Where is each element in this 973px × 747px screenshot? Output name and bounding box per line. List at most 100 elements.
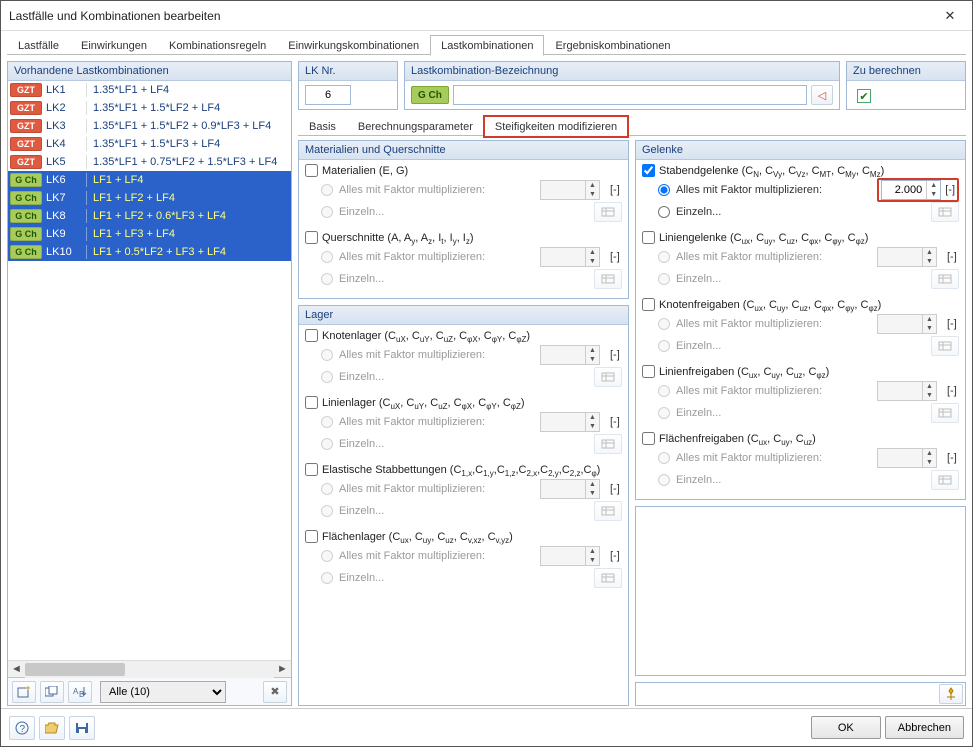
factor-label: Alles mit Faktor multiplizieren: (339, 184, 485, 196)
group-checkbox-row[interactable]: Materialien (E, G) (305, 164, 622, 177)
lk-name: LK10 (42, 246, 86, 258)
lk-name: LK6 (42, 174, 86, 186)
factor-radio[interactable] (658, 184, 670, 196)
factor-label: Alles mit Faktor multiplizieren: (339, 550, 485, 562)
einzeln-radio[interactable] (658, 206, 670, 218)
scroll-right-button[interactable]: ► (274, 661, 291, 678)
group-checkbox-row[interactable]: Liniengelenke (Cux, Cuy, Cuz, Cφx, Cφy, … (642, 231, 959, 244)
lk-row[interactable]: G ChLK8LF1 + LF2 + 0.6*LF3 + LF4 (8, 207, 291, 225)
cancel-button[interactable]: Abbrechen (885, 716, 964, 739)
lk-horizontal-scrollbar[interactable]: ◄ ► (8, 660, 291, 677)
main-tab[interactable]: Ergebniskombinationen (544, 35, 681, 55)
main-tab[interactable]: Einwirkungen (70, 35, 158, 55)
group-checkbox[interactable] (305, 396, 318, 409)
bezeichnung-dropdown-button[interactable]: ◁ (811, 85, 833, 105)
unit-label: [-] (947, 318, 959, 330)
scroll-thumb[interactable] (25, 663, 125, 676)
group-checkbox-row[interactable]: Knotenlager (CuX, CuY, CuZ, CφX, CφY, Cφ… (305, 329, 622, 342)
open-button[interactable] (39, 716, 65, 740)
group-checkbox[interactable] (642, 432, 655, 445)
einzeln-edit-button (931, 336, 959, 356)
sub-tab[interactable]: Steifigkeiten modifizieren (484, 116, 628, 137)
group-checkbox[interactable] (305, 463, 318, 476)
einzeln-row: Einzeln... (658, 201, 959, 223)
lk-row[interactable]: G ChLK7LF1 + LF2 + LF4 (8, 189, 291, 207)
group-check-label: Stabendgelenke (CN, CVy, CVz, CMT, CMy, … (659, 165, 884, 177)
einzeln-radio (321, 572, 333, 584)
group-checkbox[interactable] (305, 164, 318, 177)
right-column: LK Nr. Lastkombination-Bezeichnung G Ch … (298, 61, 966, 706)
group-checkbox-row[interactable]: Querschnitte (A, Ay, Az, It, Iy, Iz) (305, 231, 622, 244)
new-lk-button[interactable] (12, 681, 36, 703)
lk-row[interactable]: GZTLK31.35*LF1 + 1.5*LF2 + 0.9*LF3 + LF4 (8, 117, 291, 135)
factor-row: Alles mit Faktor multiplizieren:▲▼[-] (321, 411, 622, 433)
group-checkbox[interactable] (642, 298, 655, 311)
group-checkbox-row[interactable]: Stabendgelenke (CN, CVy, CVz, CMT, CMy, … (642, 164, 959, 177)
lk-row[interactable]: GZTLK51.35*LF1 + 0.75*LF2 + 1.5*LF3 + LF… (8, 153, 291, 171)
group-checkbox-row[interactable]: Elastische Stabbettungen (C1,x,C1,y,C1,z… (305, 463, 622, 476)
filter-combo[interactable]: Alle (10) (100, 681, 226, 703)
main-tab[interactable]: Kombinationsregeln (158, 35, 277, 55)
main-tab[interactable]: Lastfälle (7, 35, 70, 55)
group-checkbox[interactable] (305, 329, 318, 342)
spin-up: ▲ (923, 382, 936, 391)
lk-row[interactable]: G ChLK6LF1 + LF4 (8, 171, 291, 189)
lk-name: LK7 (42, 192, 86, 204)
group-checkbox-row[interactable]: Flächenfreigaben (Cux, Cuy, Cuz) (642, 432, 959, 445)
lk-row[interactable]: G ChLK10LF1 + 0.5*LF2 + LF3 + LF4 (8, 243, 291, 261)
spin-up[interactable]: ▲ (927, 181, 940, 190)
spin-down[interactable]: ▼ (927, 190, 940, 199)
einzeln-edit-button (931, 403, 959, 423)
factor-row: Alles mit Faktor multiplizieren:▲▼[-] (321, 545, 622, 567)
group-checkbox-row[interactable]: Linienlager (CuX, CuY, CuZ, CφX, CφY, Cφ… (305, 396, 622, 409)
factor-label: Alles mit Faktor multiplizieren: (676, 452, 822, 464)
factor-input[interactable] (882, 181, 926, 199)
einzeln-radio (658, 407, 670, 419)
unit-label: [-] (610, 483, 622, 495)
sub-tab[interactable]: Basis (298, 116, 347, 136)
factor-row: Alles mit Faktor multiplizieren:▲▼[-] (658, 447, 959, 469)
ok-button[interactable]: OK (811, 716, 881, 739)
lk-nr-input[interactable] (305, 85, 351, 105)
unit-label: [-] (610, 184, 622, 196)
group-checkbox[interactable] (642, 164, 655, 177)
sub-tab[interactable]: Berechnungsparameter (347, 116, 484, 136)
main-tab[interactable]: Einwirkungskombinationen (277, 35, 430, 55)
main-tab[interactable]: Lastkombinationen (430, 35, 544, 56)
lk-name: LK1 (42, 84, 86, 96)
lk-row[interactable]: GZTLK41.35*LF1 + 1.5*LF3 + LF4 (8, 135, 291, 153)
calc-settings-button[interactable] (939, 684, 963, 704)
einzeln-label: Einzeln... (676, 474, 721, 486)
spin-down: ▼ (923, 324, 936, 333)
scroll-left-button[interactable]: ◄ (8, 661, 25, 678)
lk-desc: 1.35*LF1 + 0.75*LF2 + 1.5*LF3 + LF4 (93, 156, 277, 168)
lk-row[interactable]: G ChLK9LF1 + LF3 + LF4 (8, 225, 291, 243)
group-checkbox[interactable] (305, 231, 318, 244)
save-button[interactable] (69, 716, 95, 740)
lk-row[interactable]: GZTLK21.35*LF1 + 1.5*LF2 + LF4 (8, 99, 291, 117)
delete-lk-button[interactable]: ✖ (263, 681, 287, 703)
sort-lk-button[interactable]: AB (68, 681, 92, 703)
einzeln-edit-button[interactable] (931, 202, 959, 222)
copy-lk-button[interactable] (40, 681, 64, 703)
group-checkbox-row[interactable]: Knotenfreigaben (Cux, Cuy, Cuz, Cφx, Cφy… (642, 298, 959, 311)
group-checkbox[interactable] (642, 231, 655, 244)
factor-input (878, 315, 922, 333)
group-checkbox-row[interactable]: Linienfreigaben (Cux, Cuy, Cuz, Cφz) (642, 365, 959, 378)
scroll-track[interactable] (25, 661, 274, 678)
window-close-button[interactable]: ✕ (928, 1, 972, 31)
lk-list[interactable]: GZTLK11.35*LF1 + LF4GZTLK21.35*LF1 + 1.5… (8, 81, 291, 660)
unit-label: [-] (610, 416, 622, 428)
help-button[interactable]: ? (9, 716, 35, 740)
group-checkbox-row[interactable]: Flächenlager (Cux, Cuy, Cuz, Cv,xz, Cv,y… (305, 530, 622, 543)
group-checkbox[interactable] (642, 365, 655, 378)
spin-up: ▲ (923, 248, 936, 257)
lk-row[interactable]: GZTLK11.35*LF1 + LF4 (8, 81, 291, 99)
einzeln-row: Einzeln... (321, 366, 622, 388)
zu-berechnen-checkbox[interactable]: ✔ (857, 89, 871, 103)
einzeln-edit-button (594, 501, 622, 521)
unit-label: [-] (947, 251, 959, 263)
group-checkbox[interactable] (305, 530, 318, 543)
spin-up: ▲ (586, 413, 599, 422)
bezeichnung-input[interactable] (453, 85, 807, 105)
